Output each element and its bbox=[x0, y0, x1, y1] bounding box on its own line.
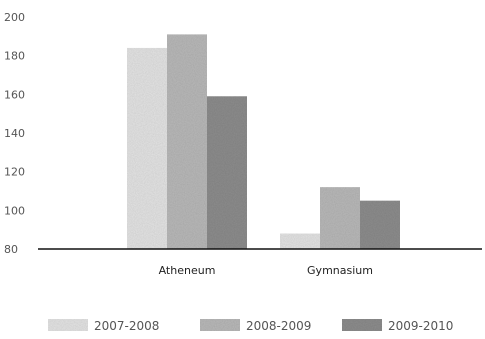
y-tick-label: 200 bbox=[4, 11, 25, 24]
bar-series-group bbox=[127, 34, 400, 250]
x-axis-category-labels: Atheneum Gymnasium bbox=[159, 264, 373, 277]
bar-gymnasium-2009-2010 bbox=[360, 200, 400, 249]
y-tick-label: 160 bbox=[4, 88, 25, 101]
legend: 2007-2008 2008-2009 2009-2010 bbox=[48, 319, 453, 333]
bar-atheneum-2009-2010 bbox=[207, 96, 247, 250]
x-category-label: Gymnasium bbox=[307, 264, 373, 277]
legend-label: 2008-2009 bbox=[246, 319, 311, 333]
legend-label: 2007-2008 bbox=[94, 319, 159, 333]
legend-swatch bbox=[342, 319, 382, 331]
y-tick-label: 120 bbox=[4, 166, 25, 179]
y-tick-label: 140 bbox=[4, 127, 25, 140]
x-category-label: Atheneum bbox=[159, 264, 216, 277]
bar-atheneum-2007-2008 bbox=[127, 47, 167, 249]
y-tick-label: 100 bbox=[4, 204, 25, 217]
y-tick-label: 180 bbox=[4, 50, 25, 63]
bar-atheneum-2008-2009 bbox=[167, 34, 207, 250]
bar-gymnasium-2008-2009 bbox=[320, 187, 360, 249]
legend-swatch bbox=[200, 319, 240, 331]
legend-label: 2009-2010 bbox=[388, 319, 453, 333]
legend-swatch bbox=[48, 319, 88, 331]
y-tick-label: 80 bbox=[4, 243, 18, 256]
y-axis-tick-labels: 80 100 120 140 160 180 200 bbox=[4, 11, 25, 256]
bar-gymnasium-2007-2008 bbox=[280, 233, 320, 249]
